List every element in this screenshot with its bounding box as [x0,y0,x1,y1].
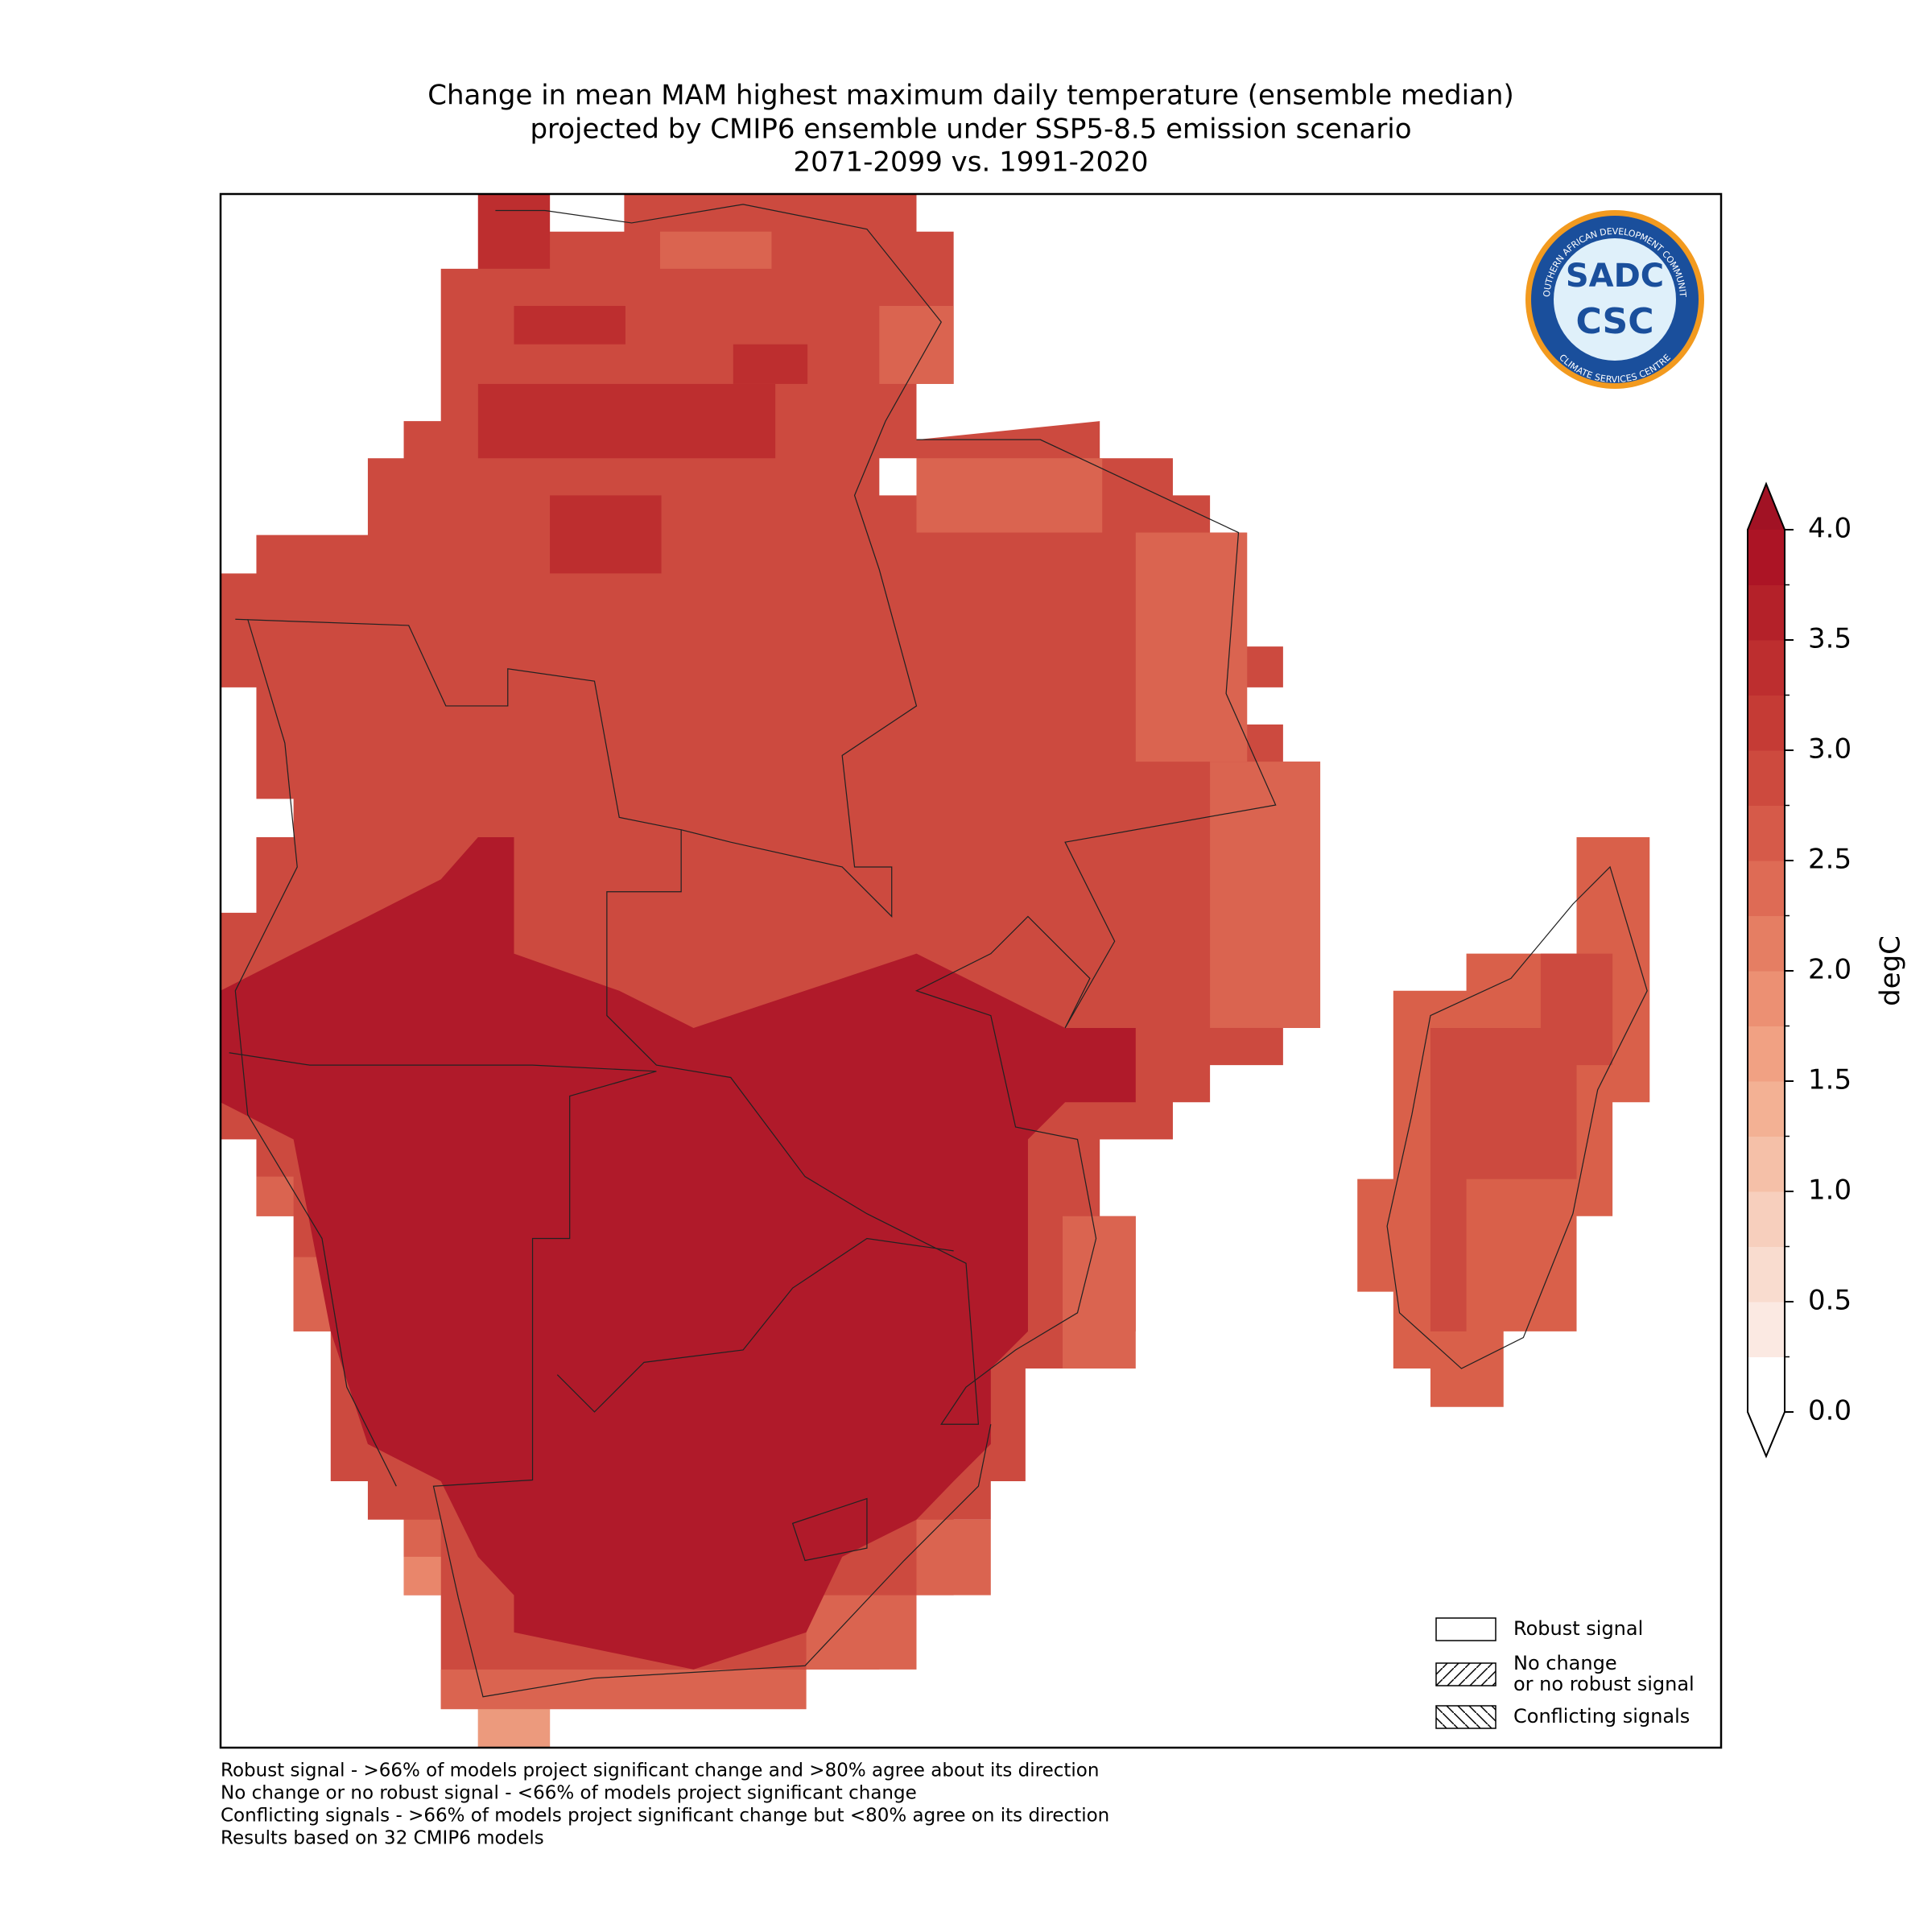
colorbar-band [1748,1246,1785,1302]
footnote: Results based on 32 CMIP6 models [221,1828,544,1849]
colorbar-tick-label: 2.0 [1808,954,1852,986]
legend-label: No change [1513,1652,1617,1674]
colorbar-tick-label: 0.0 [1808,1395,1852,1427]
legend-label: Robust signal [1513,1617,1643,1640]
colorbar-tick-label: 1.0 [1808,1174,1852,1207]
lake [879,458,917,496]
title-line: Change in mean MAM highest maximum daily… [427,80,1513,112]
colorbar-band [1748,750,1785,806]
colorbar-band [1748,1026,1785,1082]
colorbar-band [1748,1191,1785,1247]
colorbar-tick-label: 2.5 [1808,844,1852,876]
lighter-cells [256,231,1321,1710]
notes: Robust signal - >66% of models project s… [221,1761,1109,1849]
logo-mark: SADC [1566,258,1664,295]
colorbar-band [1748,805,1785,861]
map [220,194,1650,1748]
borders [229,204,1648,1698]
darker-cells [477,194,808,574]
colorbar-tick-label: 1.5 [1808,1064,1852,1096]
colorbar-tick-label: 3.5 [1808,623,1852,655]
light-cell [403,1556,441,1596]
light-cell [477,1709,551,1748]
colorbar-band [1748,640,1785,696]
dark-region [220,837,1136,1670]
colorbar-label: degC [1875,935,1907,1006]
colorbar-under [1748,1412,1785,1456]
footnote: Robust signal - >66% of models project s… [221,1761,1099,1781]
colorbar-band [1748,1356,1785,1413]
colorbar-tick-label: 0.5 [1808,1285,1852,1317]
colorbar-band [1748,584,1785,641]
logo-name: CSC [1575,301,1653,342]
colorbar-band [1748,1136,1785,1192]
colorbar-band [1748,695,1785,751]
colorbar-band [1748,1302,1785,1357]
colorbar-tick-label: 3.0 [1808,733,1852,766]
colorbar-band [1748,1081,1785,1137]
madagascar-inner [1430,953,1613,1331]
legend-hatch [1436,1706,1496,1728]
colorbar-band [1748,861,1785,916]
legend-label: or no robust signal [1513,1673,1695,1695]
title-line: 2071-2099 vs. 1991-2020 [794,147,1149,179]
logo-center [1554,238,1676,361]
colorbar-band [1748,915,1785,972]
footnote: No change or no robust signal - <66% of … [221,1783,917,1804]
legend-label: Conflicting signals [1513,1705,1690,1728]
colorbar-band [1748,971,1785,1026]
footnote: Conflicting signals - >66% of models pro… [221,1806,1109,1827]
map-frame [219,192,1723,1749]
colorbar-over [1748,484,1785,530]
legend-hatch [1436,1663,1496,1686]
colorbar-tick-label: 4.0 [1808,513,1852,545]
colorbar: 0.0 0.5 1.0 1.5 2.0 2.5 3.0 3.5 4.0 degC [1747,481,1907,1459]
colorbar-band [1748,530,1785,585]
legend-swatch [1435,1617,1496,1641]
title-line: projected by CMIP6 ensemble under SSP5-8… [530,114,1411,146]
